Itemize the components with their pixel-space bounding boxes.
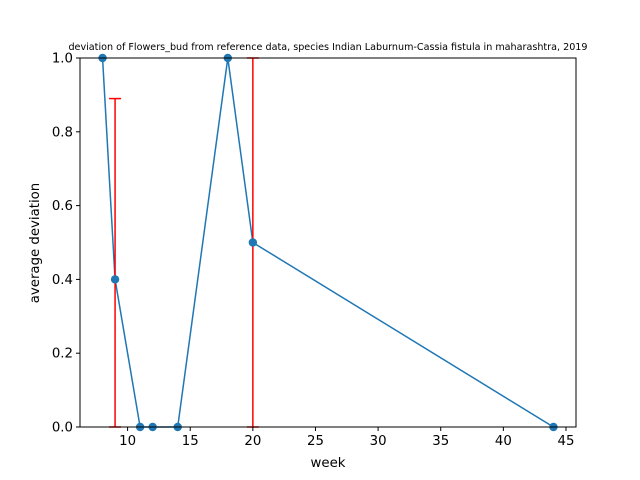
x-tick-label: 35 xyxy=(432,434,449,449)
x-tick-label: 30 xyxy=(370,434,387,449)
plot-frame xyxy=(79,57,577,428)
x-tick-label: 15 xyxy=(182,434,199,449)
x-tick-label: 45 xyxy=(558,434,575,449)
data-point xyxy=(248,238,258,247)
y-axis-label: average deviation xyxy=(28,183,43,303)
y-tick-label: 0.6 xyxy=(52,199,73,214)
y-tick-label: 0.2 xyxy=(52,347,73,362)
data-point xyxy=(110,275,120,284)
y-tick-label: 0.0 xyxy=(52,421,73,436)
x-tick-label: 40 xyxy=(495,434,512,449)
chart-title: deviation of Flowers_bud from reference … xyxy=(68,42,587,53)
y-tick-label: 0.4 xyxy=(52,273,73,288)
x-tick-label: 25 xyxy=(307,434,324,449)
y-tick-label: 1.0 xyxy=(52,52,73,67)
x-axis-label: week xyxy=(311,456,346,471)
x-tick-label: 20 xyxy=(244,434,261,449)
y-tick-label: 0.8 xyxy=(52,125,73,140)
plot-area: 10 15 20 25 30 35 40 45 0.0 0.2 0.4 0.6 0.8 1.0 xyxy=(52,52,577,449)
x-tick-label: 10 xyxy=(119,434,136,449)
